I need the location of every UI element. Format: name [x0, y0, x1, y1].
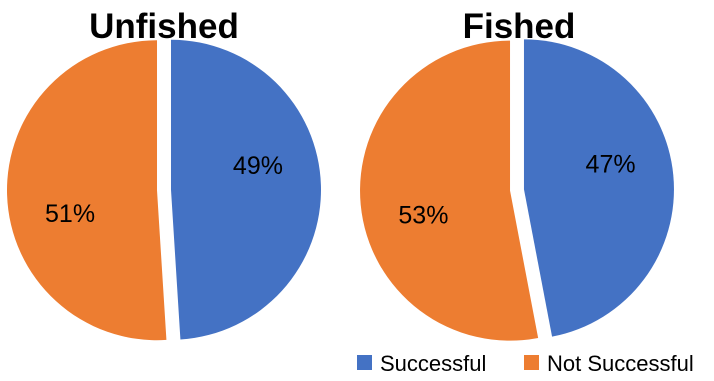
chart-title-unfished: Unfished — [89, 7, 239, 46]
data-label-successful: 49% — [233, 152, 283, 180]
pie-slice-successful — [170, 39, 321, 340]
data-label-not-successful: 51% — [45, 200, 95, 228]
data-label-successful: 47% — [586, 151, 636, 179]
legend-swatch-not-successful — [524, 355, 539, 370]
data-label-not-successful: 53% — [398, 201, 448, 229]
pie-slice-not-successful — [360, 40, 539, 341]
legend-label-not-successful: Not Successful — [547, 351, 694, 376]
legend-label-successful: Successful — [380, 351, 486, 376]
pie-fished: 47% 53% — [360, 39, 674, 341]
legend: Successful Not Successful — [357, 351, 694, 376]
chart-fished: Fished 47% 53% — [360, 7, 674, 341]
pie-slice-not-successful — [7, 40, 167, 341]
legend-swatch-successful — [357, 355, 372, 370]
chart-unfished: Unfished 49% 51% — [7, 7, 321, 341]
pie-slice-successful — [523, 39, 674, 337]
chart-title-fished: Fished — [463, 7, 576, 46]
pie-unfished: 49% 51% — [7, 39, 321, 341]
